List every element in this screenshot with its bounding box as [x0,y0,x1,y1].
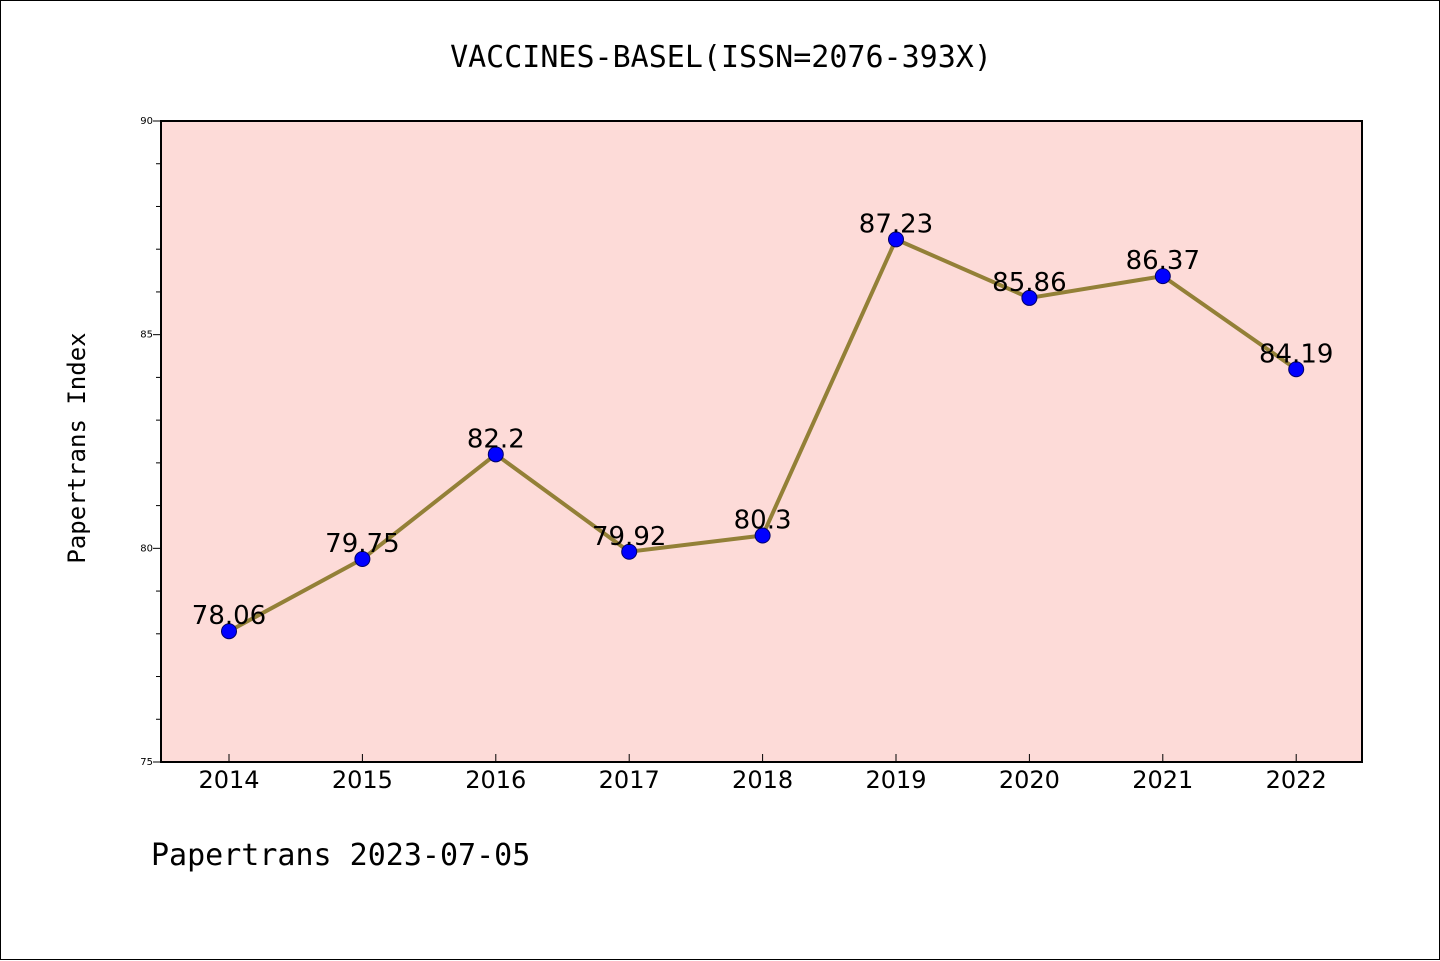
data-point-marker [1154,268,1171,285]
data-point-marker [221,623,237,640]
data-labels: 78.06 79.75 82.2 79.92 80.3 87.23 85.86 86.37 84… [192,209,1334,631]
x-tick-label: 2018 [732,766,793,794]
x-tick-label: 2016 [465,766,526,794]
data-label: 80.3 [734,506,792,536]
data-label: 87.23 [859,209,933,239]
y-tick-label: 85 [140,330,153,341]
x-tick-label: 2020 [999,766,1060,794]
x-tick-label: 2022 [1266,766,1327,794]
data-point-marker [621,543,638,560]
x-tick-label: 2017 [599,766,660,794]
x-tick-label: 2015 [332,766,393,794]
x-tick-label: 2019 [865,766,926,794]
plot-area [160,120,1363,763]
chart-title: VACCINES-BASEL(ISSN=2076-393X) [450,40,992,75]
data-label: 78.06 [192,601,266,631]
data-label: 85.86 [992,268,1066,298]
data-point-marker [888,231,904,248]
data-label: 82.2 [467,424,525,454]
data-point-marker [1288,361,1305,378]
y-axis: 75 80 85 90 [140,116,161,768]
data-point-marker [354,551,371,568]
data-label: 84.19 [1259,339,1333,369]
data-label: 86.37 [1126,246,1200,276]
data-point-marker [1021,289,1038,306]
data-label: 79.75 [325,529,399,559]
series-line-group [221,231,1305,640]
data-point-marker [754,527,771,544]
footer-text: Papertrans 2023-07-05 [151,838,530,873]
y-tick-label: 90 [140,116,153,127]
x-axis: 2014 2015 2016 2017 2018 2019 2020 2021 2022 [198,754,1327,794]
y-axis-label: Papertrans Index [63,332,91,563]
x-tick-label: 2021 [1132,766,1193,794]
data-label: 79.92 [592,522,666,552]
y-tick-label: 75 [140,757,153,768]
data-point-marker [487,446,504,463]
y-tick-label: 80 [140,543,153,554]
x-tick-label: 2014 [198,766,259,794]
